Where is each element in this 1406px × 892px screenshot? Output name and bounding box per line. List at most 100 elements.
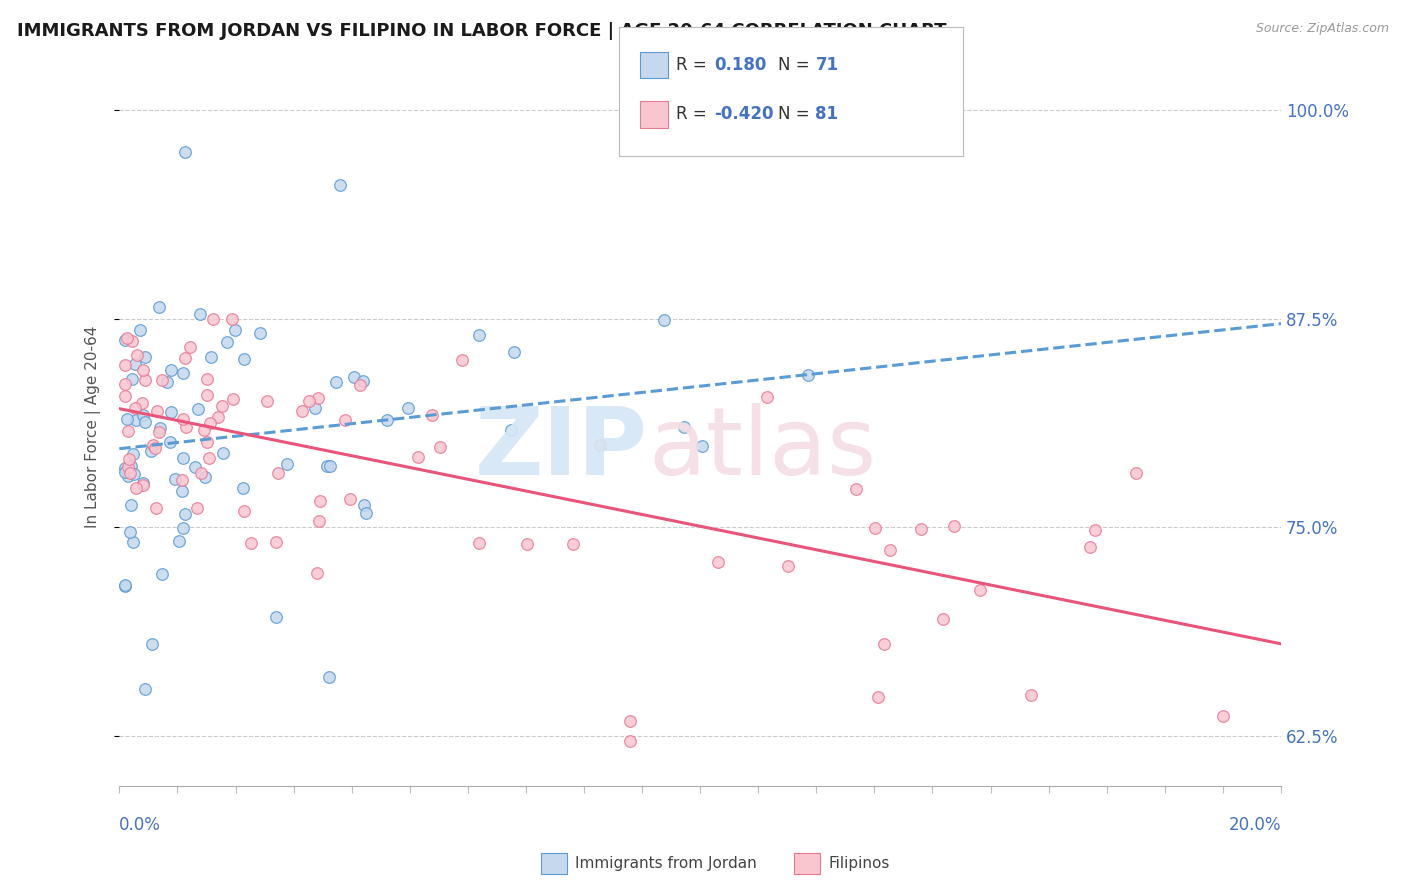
Text: 0.0%: 0.0%: [120, 815, 162, 834]
Point: [118, 452, 141, 467]
Point: [194, 470, 217, 484]
Point: [141, 443, 163, 458]
Point: [132, 408, 155, 422]
Point: [375, 412, 398, 426]
Text: Immigrants from Jordan: Immigrants from Jordan: [575, 856, 756, 871]
Point: [222, 392, 245, 407]
Point: [115, 330, 138, 344]
Point: [879, 543, 901, 558]
Point: [499, 423, 522, 437]
Point: [873, 636, 896, 650]
Point: [756, 390, 779, 404]
Point: [212, 446, 235, 460]
Point: [134, 373, 156, 387]
Point: [149, 421, 172, 435]
Point: [118, 524, 141, 539]
Text: 71: 71: [815, 56, 838, 74]
Point: [190, 466, 212, 480]
Point: [150, 567, 173, 582]
Point: [125, 413, 148, 427]
Point: [396, 401, 419, 416]
Point: [148, 301, 170, 315]
Point: [120, 498, 142, 512]
Point: [132, 363, 155, 377]
Point: [931, 612, 953, 626]
Point: [451, 353, 474, 368]
Point: [132, 475, 155, 490]
Y-axis label: In Labor Force | Age 20-64: In Labor Force | Age 20-64: [86, 326, 101, 528]
Point: [240, 536, 263, 550]
Point: [468, 536, 491, 550]
Point: [215, 334, 238, 349]
Text: 81: 81: [815, 105, 838, 123]
Point: [131, 396, 153, 410]
Point: [150, 373, 173, 387]
Point: [160, 363, 183, 377]
Point: [503, 345, 526, 359]
Point: [121, 372, 143, 386]
Point: [307, 391, 329, 405]
Point: [333, 413, 356, 427]
Point: [159, 434, 181, 449]
Point: [184, 460, 207, 475]
Point: [174, 420, 197, 434]
Point: [866, 690, 889, 705]
Point: [652, 312, 675, 326]
Point: [318, 670, 340, 684]
Point: [942, 519, 965, 533]
Point: [170, 473, 193, 487]
Point: [325, 375, 347, 389]
Point: [619, 733, 641, 747]
Point: [122, 447, 145, 461]
Point: [142, 438, 165, 452]
Point: [174, 145, 197, 159]
Text: 20.0%: 20.0%: [1229, 815, 1281, 834]
Point: [124, 401, 146, 415]
Point: [121, 334, 143, 348]
Point: [221, 311, 243, 326]
Point: [561, 537, 583, 551]
Point: [318, 458, 340, 473]
Point: [146, 404, 169, 418]
Point: [114, 377, 136, 392]
Point: [298, 394, 321, 409]
Point: [134, 682, 156, 697]
Point: [231, 481, 253, 495]
Point: [845, 482, 868, 496]
Point: [195, 435, 218, 450]
Point: [115, 412, 138, 426]
Point: [910, 522, 932, 536]
Point: [706, 555, 728, 569]
Point: [187, 402, 209, 417]
Point: [354, 506, 377, 520]
Text: atlas: atlas: [648, 402, 876, 494]
Point: [200, 350, 222, 364]
Point: [276, 458, 298, 472]
Point: [118, 467, 141, 481]
Point: [315, 458, 337, 473]
Text: Source: ZipAtlas.com: Source: ZipAtlas.com: [1256, 22, 1389, 36]
Point: [159, 404, 181, 418]
Point: [173, 507, 195, 521]
Point: [117, 459, 139, 474]
Point: [195, 372, 218, 386]
Point: [174, 351, 197, 366]
Point: [188, 307, 211, 321]
Point: [224, 323, 246, 337]
Point: [969, 583, 991, 598]
Point: [198, 416, 221, 430]
Point: [1084, 524, 1107, 538]
Point: [127, 348, 149, 362]
Point: [117, 469, 139, 483]
Point: [353, 498, 375, 512]
Text: N =: N =: [778, 105, 814, 123]
Point: [114, 333, 136, 347]
Point: [307, 566, 329, 581]
Point: [114, 388, 136, 402]
Point: [172, 411, 194, 425]
Point: [186, 500, 208, 515]
Point: [339, 491, 361, 506]
Point: [148, 425, 170, 439]
Point: [134, 350, 156, 364]
Point: [170, 483, 193, 498]
